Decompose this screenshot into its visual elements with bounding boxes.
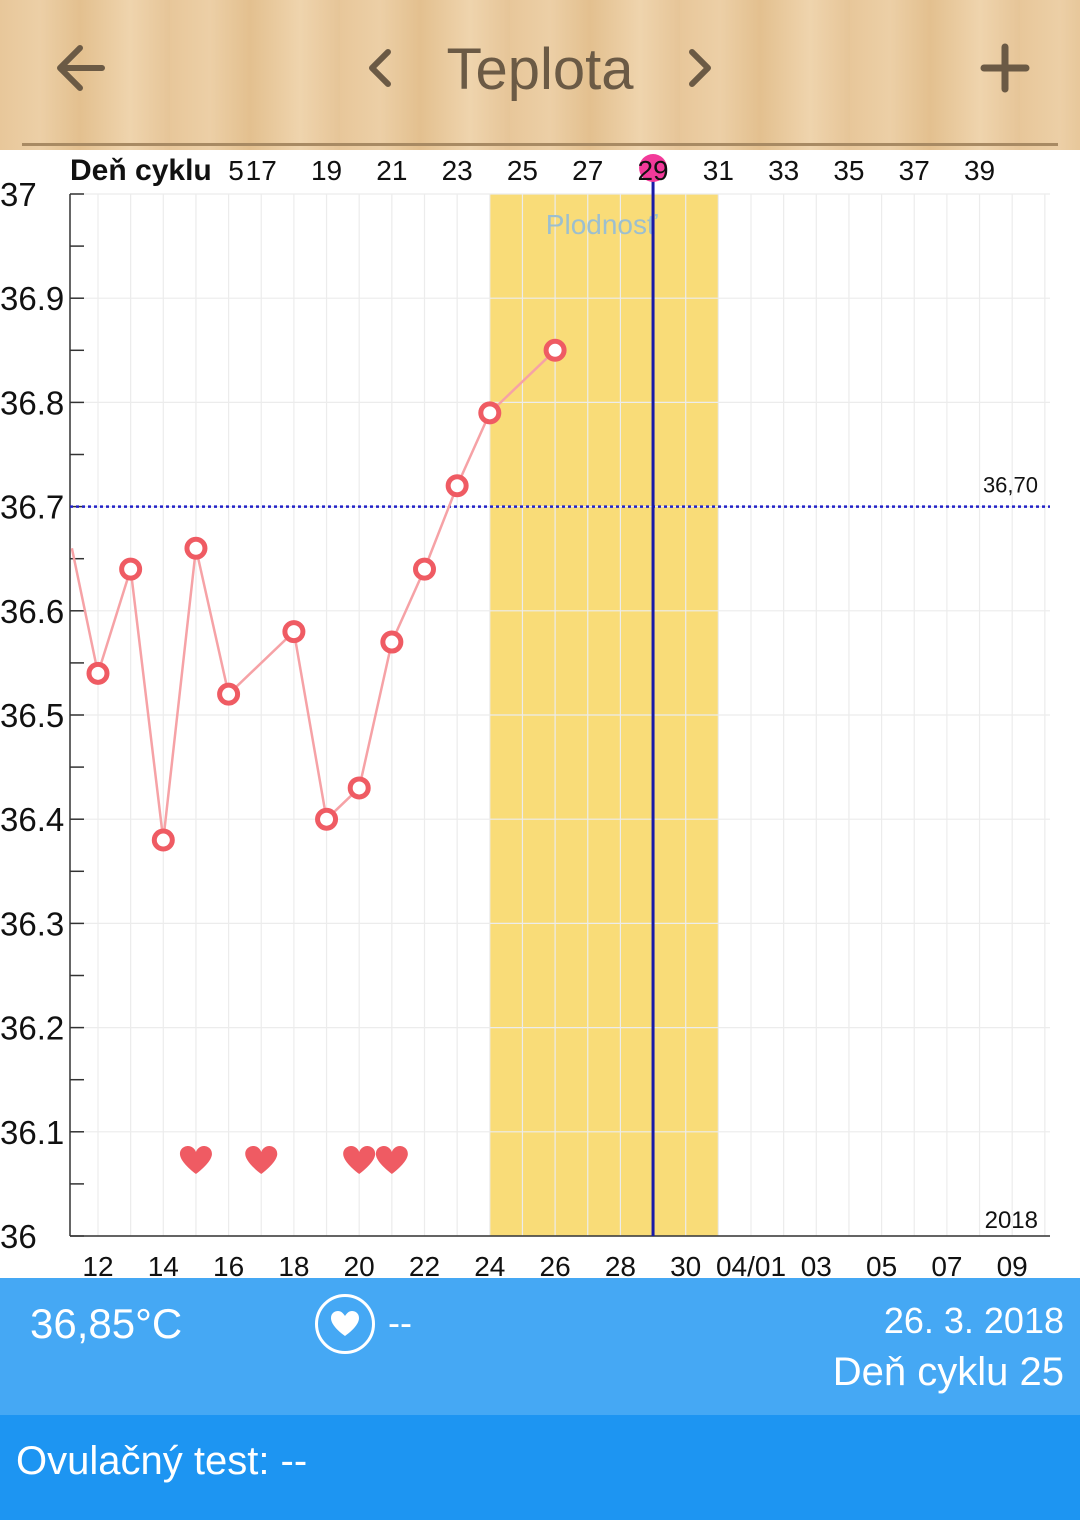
- bottom-tick-label: 09: [997, 1251, 1028, 1278]
- y-tick-label: 36.9: [0, 280, 64, 317]
- bottom-tick-label: 20: [344, 1251, 375, 1278]
- temperature-point: [184, 536, 208, 560]
- heart-icon: [343, 1146, 376, 1174]
- top-tick-label: 21: [376, 155, 407, 186]
- temperature-point: [478, 401, 502, 425]
- y-tick-label: 37: [0, 176, 37, 213]
- selected-date: 26. 3. 2018: [883, 1300, 1064, 1341]
- top-tick-label: 19: [311, 155, 342, 186]
- top-axis-label: Deň cyklu: [70, 154, 212, 187]
- year-label: 2018: [985, 1207, 1038, 1234]
- add-button[interactable]: [965, 28, 1045, 108]
- next-button[interactable]: [670, 28, 730, 108]
- temperature-chart[interactable]: Plodnosť 36,70 37 36.9 36.8 36.7 36.6 36.5 36.4 3…: [0, 150, 1080, 1278]
- chevron-left-icon: [369, 49, 391, 87]
- temperature-point: [119, 557, 143, 581]
- top-tick-label: 29: [637, 155, 668, 186]
- threshold-label: 36,70: [983, 473, 1038, 498]
- back-button[interactable]: [40, 28, 120, 108]
- bottom-tick-label: 03: [801, 1251, 832, 1278]
- y-tick-label: 36.5: [0, 697, 64, 734]
- top-tick-label: 39: [964, 155, 995, 186]
- bottom-tick-label: 22: [409, 1251, 440, 1278]
- bottom-tick-label: 24: [474, 1251, 505, 1278]
- top-tick-label: 31: [703, 155, 734, 186]
- current-day-marker: [639, 154, 668, 182]
- bottom-tick-label: 18: [278, 1251, 309, 1278]
- heart-icon: [375, 1146, 408, 1174]
- temperature-point: [217, 682, 241, 706]
- day-info-panel[interactable]: 36,85°C -- 26. 3. 2018 Deň cyklu 25: [0, 1278, 1080, 1415]
- plus-icon: [980, 43, 1030, 93]
- bottom-tick-label: 14: [148, 1251, 179, 1278]
- y-tick-label: 36.1: [0, 1114, 64, 1151]
- top-tick-label: 35: [833, 155, 864, 186]
- arrow-left-icon: [57, 45, 105, 91]
- heart-icon: [179, 1146, 212, 1174]
- y-tick-label: 36.8: [0, 384, 64, 421]
- top-tick-label: 25: [507, 155, 538, 186]
- temperature-value: 36,85°C: [30, 1300, 183, 1347]
- ovulation-test-panel[interactable]: Ovulačný test: --: [0, 1415, 1080, 1520]
- bottom-tick-label: 05: [866, 1251, 897, 1278]
- page-title: Teplota: [446, 37, 634, 102]
- y-tick-label: 36.3: [0, 905, 64, 942]
- temperature-point: [413, 557, 436, 581]
- y-tick-label: 36.4: [0, 801, 64, 838]
- bottom-tick-label: 28: [605, 1251, 636, 1278]
- top-tick-label: 5: [228, 155, 244, 186]
- top-tick-label: 23: [442, 155, 473, 186]
- y-tick-label: 36.6: [0, 593, 64, 630]
- y-tick-label: 36.7: [0, 489, 64, 526]
- temperature-point: [347, 776, 371, 800]
- temperature-point: [315, 807, 339, 831]
- bottom-tick-label: 04/01: [716, 1251, 786, 1278]
- cycle-day-label: Deň cyklu 25: [832, 1350, 1064, 1394]
- temperature-point: [282, 620, 306, 644]
- bottom-tick-label: 07: [931, 1251, 962, 1278]
- previous-button[interactable]: [350, 28, 410, 108]
- temperature-point: [380, 630, 404, 654]
- intercourse-value: --: [388, 1302, 412, 1343]
- bottom-tick-label: 26: [540, 1251, 571, 1278]
- bottom-tick-label: 30: [670, 1251, 701, 1278]
- top-tick-label: 17: [246, 155, 277, 186]
- top-bar: Teplota: [0, 0, 1080, 150]
- bottom-tick-label: 12: [82, 1251, 113, 1278]
- fertility-label: Plodnosť: [546, 209, 658, 240]
- heart-circle-icon[interactable]: [315, 1294, 375, 1354]
- temperature-point: [543, 338, 567, 362]
- heart-icon: [331, 1311, 359, 1336]
- top-tick-label: 33: [768, 155, 799, 186]
- y-tick-label: 36.2: [0, 1010, 64, 1047]
- top-tick-label: 37: [899, 155, 930, 186]
- temperature-point: [86, 661, 110, 685]
- temperature-line: [70, 349, 556, 841]
- chevron-right-icon: [689, 49, 711, 87]
- ovulation-test-label: Ovulačný test: --: [16, 1439, 308, 1483]
- top-tick-label: 27: [572, 155, 603, 186]
- bottom-tick-label: 16: [213, 1251, 244, 1278]
- temperature-point: [151, 828, 175, 852]
- heart-icon: [245, 1146, 278, 1174]
- temperature-point: [445, 474, 469, 498]
- y-tick-label: 36: [0, 1218, 37, 1255]
